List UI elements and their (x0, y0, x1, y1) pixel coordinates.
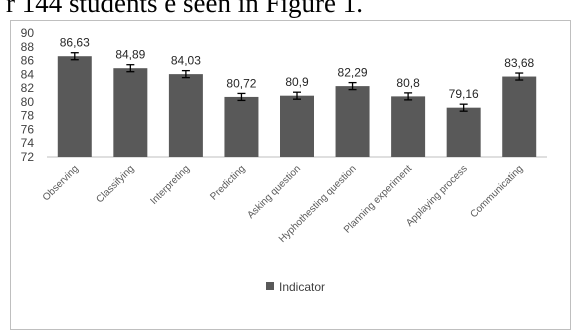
category-label: Predicting (208, 163, 247, 202)
y-tick-label: 72 (21, 150, 35, 164)
y-tick-label: 76 (21, 122, 35, 136)
data-label: 79,16 (449, 87, 479, 101)
bar (168, 74, 203, 157)
data-label: 84,89 (115, 48, 145, 62)
category-label: Observing (41, 163, 81, 203)
category-label: Interpreting (148, 163, 192, 207)
bar (57, 56, 92, 157)
bar (391, 96, 426, 157)
y-tick-label: 80 (21, 95, 35, 109)
category-label: Classifying (94, 163, 136, 205)
data-label: 80,9 (285, 75, 309, 89)
y-tick-label: 74 (21, 136, 35, 150)
bar (502, 76, 537, 157)
bar (224, 96, 259, 157)
y-tick-label: 88 (21, 40, 35, 54)
y-tick-label: 78 (21, 109, 35, 123)
category-label: Asking question (245, 163, 303, 221)
chart-area (10, 20, 571, 330)
bar (280, 95, 314, 157)
y-tick-label: 90 (21, 26, 35, 40)
bar (113, 68, 148, 157)
caption-text: r 144 students e seen in Figure 1. (6, 0, 363, 18)
data-label: 86,63 (60, 36, 90, 50)
data-label: 80,72 (226, 76, 256, 90)
data-label: 80,8 (396, 76, 420, 90)
legend-label: Indicator (279, 280, 325, 294)
data-label: 84,03 (171, 54, 201, 68)
category-label: Communicating (468, 163, 525, 220)
y-tick-label: 86 (21, 54, 35, 68)
legend-swatch (266, 282, 274, 290)
data-label: 82,29 (338, 66, 368, 80)
data-label: 83,68 (504, 56, 534, 70)
y-tick-label: 82 (21, 81, 35, 95)
bar (335, 86, 370, 157)
category-label: Applaying process (404, 163, 470, 229)
y-tick-label: 84 (21, 67, 35, 81)
bar (446, 107, 481, 157)
